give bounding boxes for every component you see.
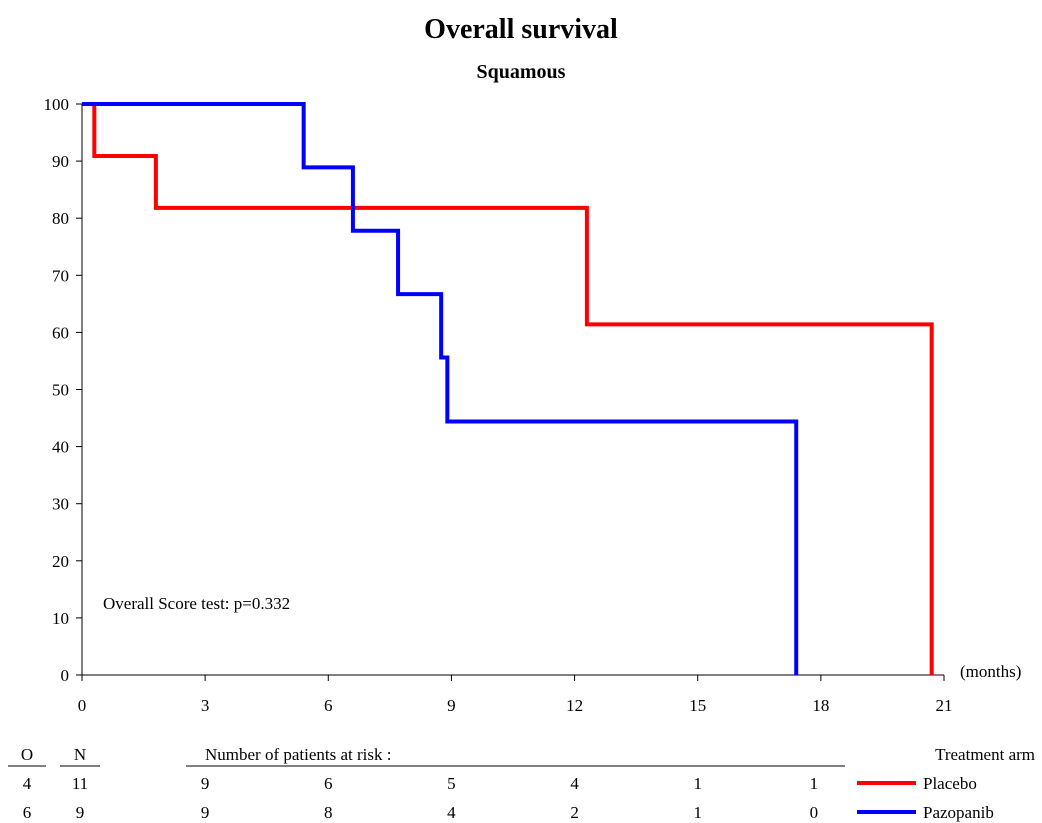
chart-subtitle: Squamous: [477, 61, 566, 83]
y-tick-label: 0: [61, 666, 70, 685]
legend-label: Pazopanib: [923, 803, 994, 822]
chart-title: Overall survival: [424, 14, 618, 45]
observed-count: 6: [23, 803, 32, 822]
y-tick-label: 20: [52, 552, 69, 571]
at-risk-count: 5: [447, 774, 456, 793]
y-tick-label: 90: [52, 152, 69, 171]
x-tick-label: 6: [324, 696, 333, 715]
x-tick-label: 3: [201, 696, 210, 715]
x-tick-label: 18: [812, 696, 829, 715]
series-line-pazopanib: [82, 102, 799, 675]
at-risk-count: 6: [324, 774, 333, 793]
score-test-annotation: Overall Score test: p=0.332: [103, 594, 290, 613]
x-axis-label: (months): [960, 662, 1021, 681]
at-risk-count: 2: [570, 803, 579, 822]
legend-title: Treatment arm: [935, 745, 1035, 764]
x-tick-label: 0: [78, 696, 87, 715]
y-tick-label: 30: [52, 495, 69, 514]
at-risk-count: 8: [324, 803, 333, 822]
at-risk-count: 4: [447, 803, 456, 822]
y-tick-label: 80: [52, 209, 69, 228]
n-header: N: [74, 745, 86, 764]
y-tick-label: 40: [52, 438, 69, 457]
risk-table-title: Number of patients at risk :: [205, 745, 392, 764]
at-risk-count: 4: [570, 774, 579, 793]
y-tick-label: 70: [52, 266, 69, 285]
at-risk-count: 1: [693, 803, 702, 822]
observed-header: O: [21, 745, 33, 764]
series-line-placebo: [82, 102, 934, 675]
x-tick-label: 21: [936, 696, 953, 715]
x-tick-label: 15: [689, 696, 706, 715]
observed-count: 4: [23, 774, 32, 793]
x-tick-label: 12: [566, 696, 583, 715]
at-risk-count: 0: [810, 803, 819, 822]
x-tick-label: 9: [447, 696, 456, 715]
at-risk-count: 9: [201, 803, 210, 822]
series-layer: [82, 102, 934, 675]
n-count: 9: [76, 803, 85, 822]
at-risk-count: 1: [693, 774, 702, 793]
legend-label: Placebo: [923, 774, 977, 793]
y-tick-label: 100: [44, 95, 70, 114]
at-risk-count: 9: [201, 774, 210, 793]
risk-table: O N Number of patients at risk : Treatme…: [8, 745, 1035, 822]
y-tick-label: 50: [52, 381, 69, 400]
y-tick-label: 10: [52, 609, 69, 628]
axes: 0 10 20 30 40 50 60 70 80 90 100 0 3 6 9 12 15 18 21: [44, 95, 953, 715]
y-tick-label: 60: [52, 323, 69, 342]
n-count: 11: [72, 774, 88, 793]
at-risk-count: 1: [810, 774, 819, 793]
